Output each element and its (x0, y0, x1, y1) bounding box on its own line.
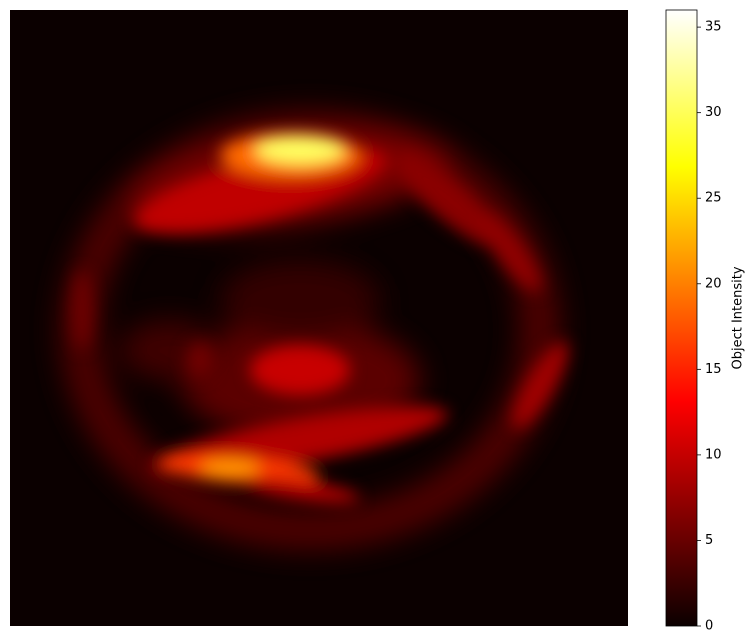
colorbar-scale (665, 9, 698, 627)
colorbar-tick-label: 10 (705, 447, 722, 462)
colorbar-tick-label: 30 (705, 105, 722, 120)
colorbar-tick-label: 5 (705, 533, 713, 548)
colorbar-tick-label: 25 (705, 191, 722, 206)
colorbar-tick-label: 15 (705, 362, 722, 377)
colorbar-tick-label: 20 (705, 276, 722, 291)
colorbar-tick-label: 0 (705, 619, 713, 634)
intensity-image (10, 10, 628, 626)
colorbar-tick-label: 35 (705, 20, 722, 35)
colorbar-label: Object Intensity (731, 266, 746, 369)
colorbar: 0 5 10 15 20 25 30 35 (665, 9, 722, 634)
